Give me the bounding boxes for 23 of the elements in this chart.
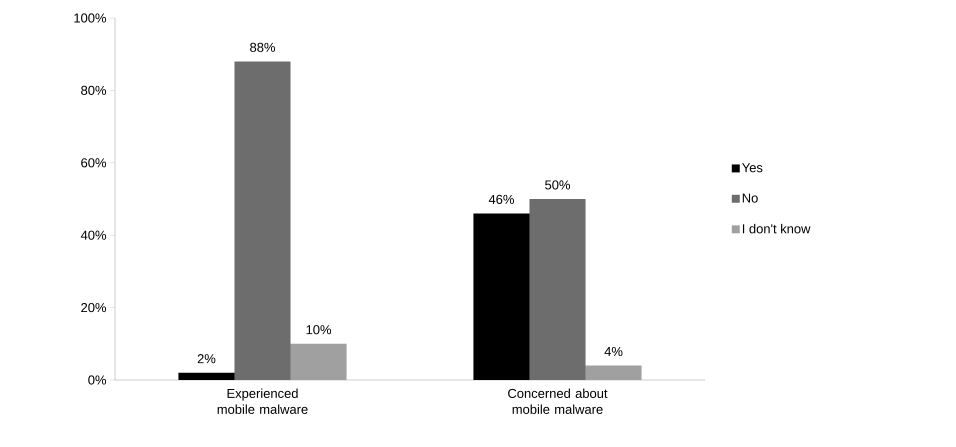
bar (290, 344, 347, 380)
y-tick-label: 80% (81, 86, 106, 95)
bar (473, 213, 530, 380)
y-tick-label: 20% (81, 303, 106, 312)
bar (529, 198, 586, 380)
data-label: 2% (198, 354, 216, 364)
legend-label: I don't know (742, 224, 810, 234)
x-tick-label: Concerned about mobile malware (508, 388, 608, 414)
data-label: 10% (306, 325, 332, 334)
bar (586, 366, 642, 380)
data-label: 88% (250, 42, 276, 52)
data-label: 4% (604, 346, 622, 356)
bar (178, 372, 234, 380)
y-tick-label: 60% (81, 158, 106, 168)
y-tick-label: 0% (88, 375, 106, 385)
legend-label: Yes (742, 163, 762, 172)
legend-label: No (742, 194, 758, 203)
data-label: 50% (545, 180, 570, 190)
data-label: 46% (488, 194, 514, 204)
y-tick-label: 40% (80, 230, 106, 240)
x-tick-label: Experienced mobile malware (218, 388, 308, 414)
bar (234, 61, 291, 380)
y-tick-label: 100% (74, 13, 106, 23)
